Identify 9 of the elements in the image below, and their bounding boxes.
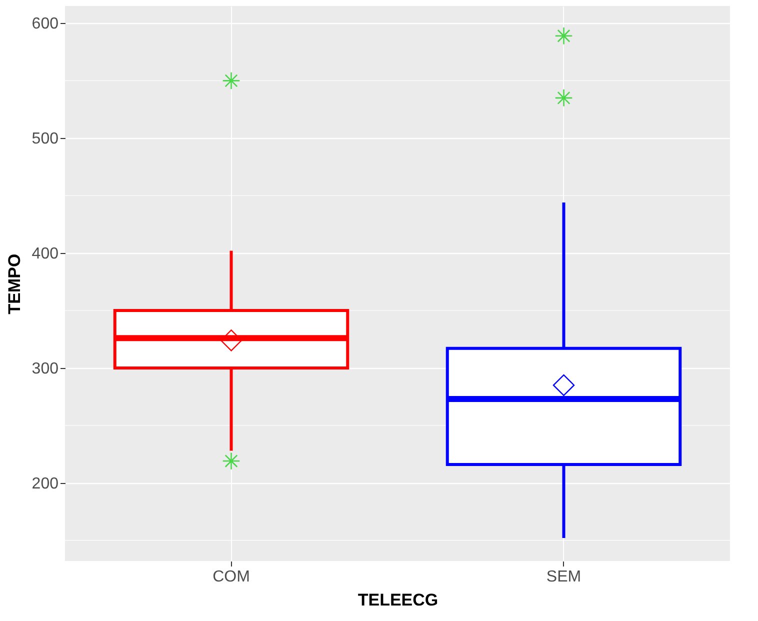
y-tick-label: 200: [32, 475, 59, 492]
y-tick-label: 600: [32, 16, 59, 33]
y-tick-label: 500: [32, 130, 59, 148]
x-tick-label: COM: [212, 568, 250, 586]
y-tick-label: 300: [32, 360, 59, 378]
x-tick-label: SEM: [546, 568, 582, 586]
y-axis-title: TEMPO: [4, 254, 24, 314]
y-tick-label: 400: [32, 246, 59, 263]
x-axis-title: TELEECG: [358, 590, 438, 610]
